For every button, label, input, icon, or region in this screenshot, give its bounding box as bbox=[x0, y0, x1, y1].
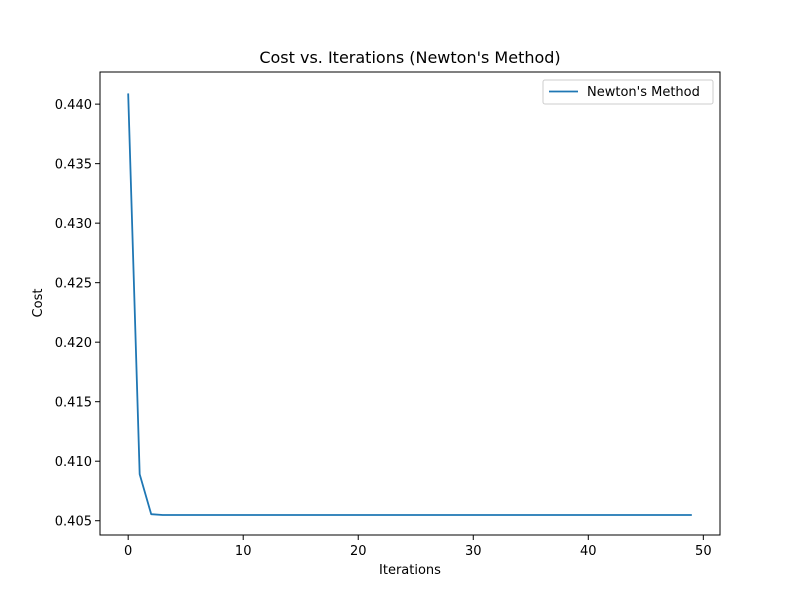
y-tick-label: 0.440 bbox=[55, 98, 92, 113]
x-tick-label: 10 bbox=[235, 544, 252, 559]
y-tick-label: 0.415 bbox=[55, 396, 92, 411]
x-tick-label: 0 bbox=[124, 544, 132, 559]
x-tick-label: 20 bbox=[350, 544, 367, 559]
series-line-newtons-method bbox=[127, 93, 692, 516]
chart-title: Cost vs. Iterations (Newton's Method) bbox=[259, 48, 560, 67]
x-tick-label: 30 bbox=[465, 544, 482, 559]
y-axis-ticks: 0.405 0.410 0.415 0.420 0.425 0.430 0.435 0.440 bbox=[55, 98, 100, 530]
y-tick-label: 0.425 bbox=[55, 277, 92, 292]
plot-area bbox=[127, 93, 692, 516]
legend: Newton's Method bbox=[542, 79, 714, 105]
x-tick-label: 40 bbox=[580, 544, 597, 559]
y-tick-label: 0.405 bbox=[55, 515, 92, 530]
legend-entry-label: Newton's Method bbox=[587, 85, 700, 100]
y-tick-label: 0.420 bbox=[55, 336, 92, 351]
axes-frame bbox=[99, 71, 721, 536]
legend-box bbox=[542, 79, 714, 105]
y-tick-label: 0.410 bbox=[55, 455, 92, 470]
y-tick-label: 0.435 bbox=[55, 158, 92, 173]
y-axis-label: Cost bbox=[31, 289, 46, 318]
x-axis-ticks: 0 10 20 30 40 50 bbox=[124, 535, 712, 559]
y-tick-label: 0.430 bbox=[55, 217, 92, 232]
x-axis-label: Iterations bbox=[379, 563, 441, 578]
x-tick-label: 50 bbox=[695, 544, 712, 559]
